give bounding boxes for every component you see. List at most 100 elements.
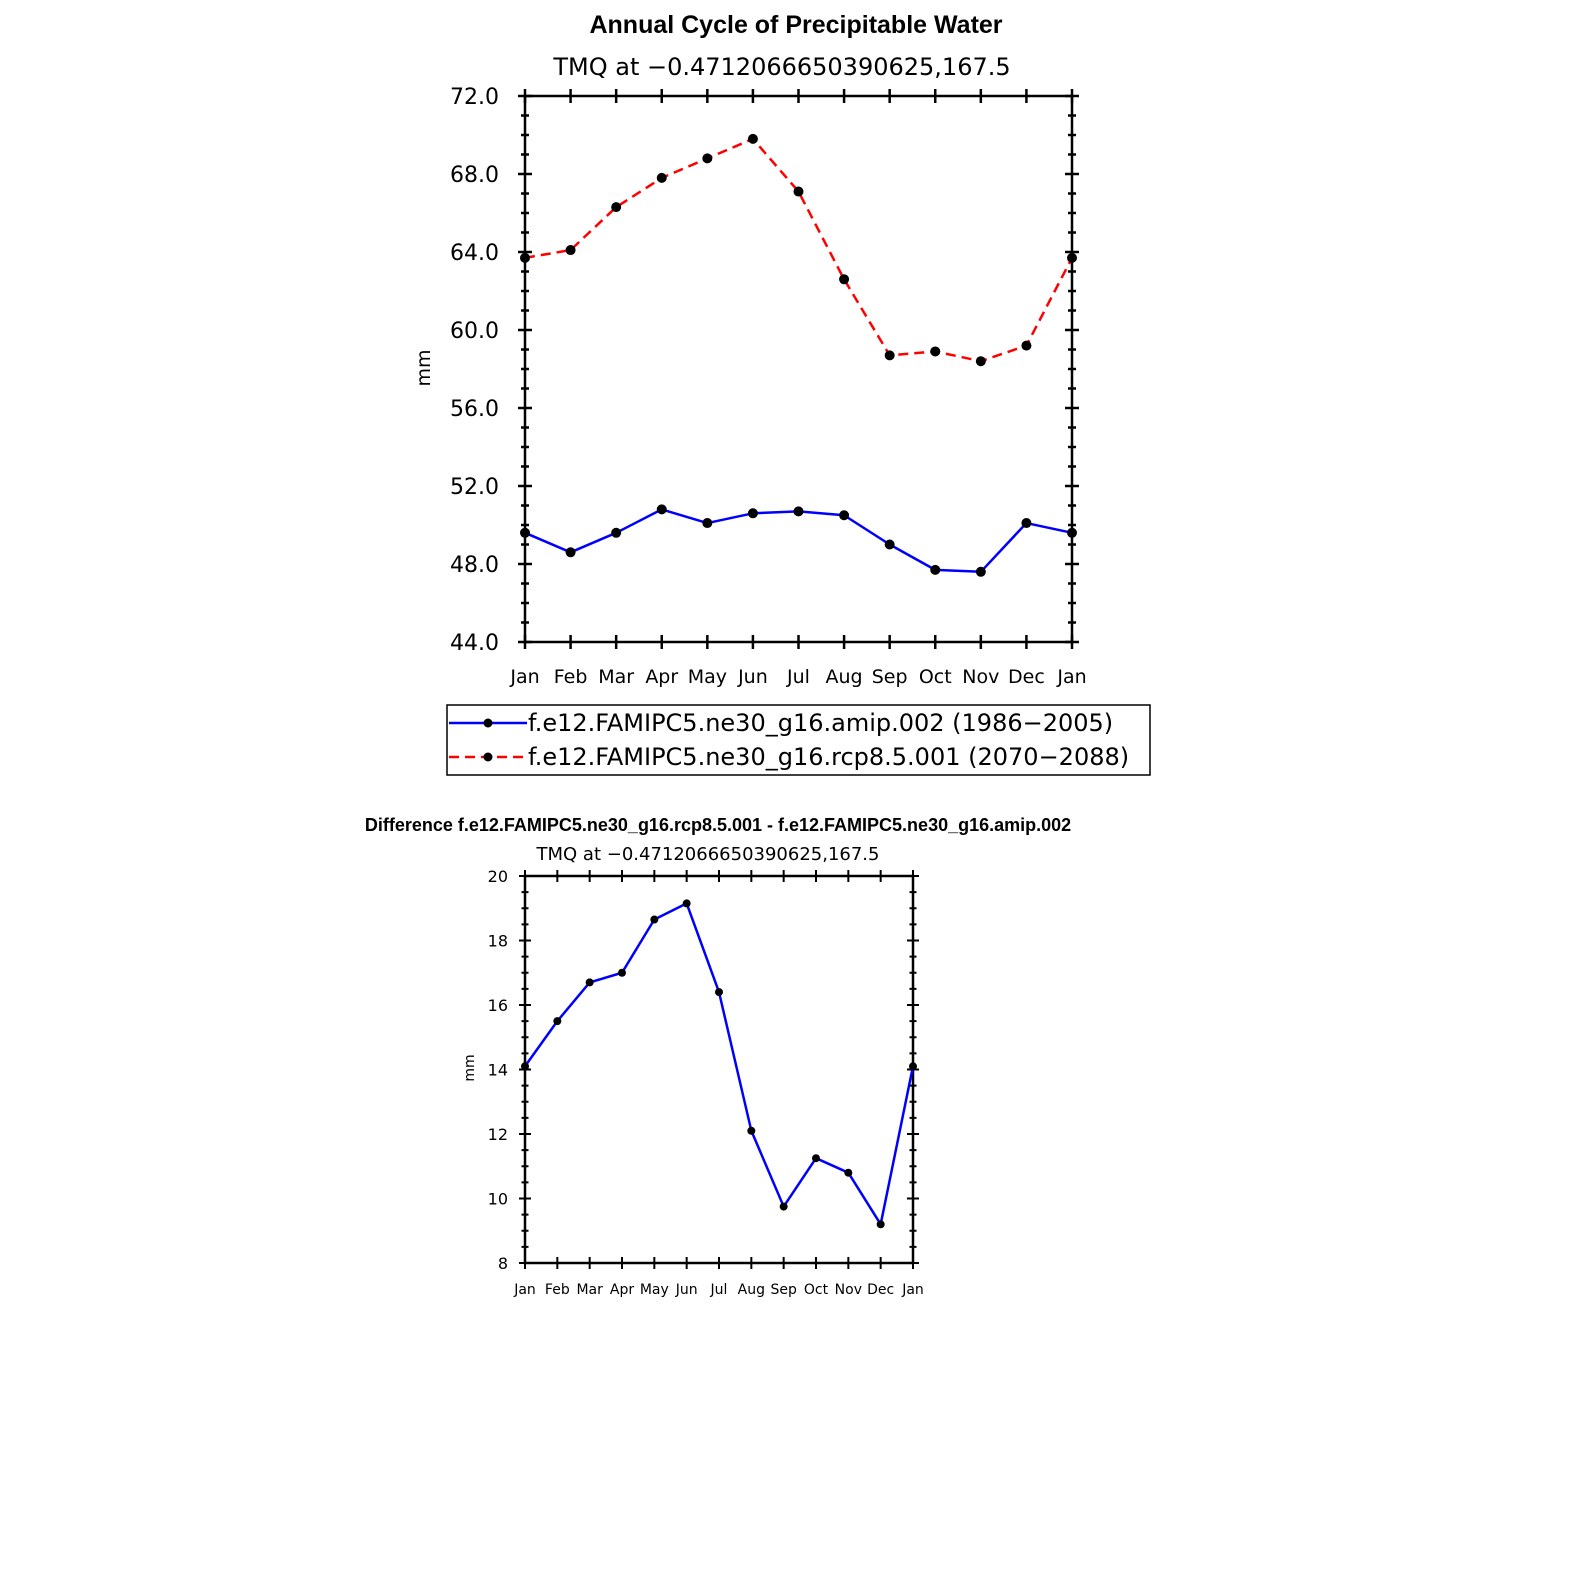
chart1-series-2-point — [1021, 340, 1032, 351]
chart1-series-2-point — [747, 133, 758, 144]
chart1-series-1-point — [747, 508, 758, 519]
chart2-series-1-point — [812, 1154, 820, 1163]
chart1-xtick-label: May — [688, 666, 727, 688]
chart1-xtick-label: Apr — [645, 666, 678, 688]
chart2-xtick-label: Jul — [710, 1282, 728, 1298]
chart2-xtick-label: Jun — [675, 1282, 698, 1298]
chart1-plot: 44.0 48.0 52.0 56.0 60.0 64.0 68.0 72.0 Jan Feb Ma… — [450, 85, 1087, 688]
chart1-xtick-label: Sep — [872, 666, 908, 688]
chart2-xtick-label: Feb — [545, 1282, 570, 1298]
chart2-series-1-point — [844, 1168, 853, 1177]
chart2-xtick-label: Jan — [513, 1282, 536, 1298]
chart1-series-1-point — [565, 547, 576, 558]
chart2-series-1-point — [585, 978, 594, 987]
chart2-xtick-label: Aug — [738, 1282, 765, 1298]
chart1-ytick-label: 68.0 — [450, 163, 499, 188]
chart1-xtick-label: Jul — [786, 666, 810, 688]
chart2-series-1-point — [618, 968, 626, 977]
chart2-series-1-point — [779, 1202, 788, 1211]
chart2-series-1-point — [747, 1126, 756, 1135]
legend-box — [446, 704, 1151, 776]
chart2-series-1-line — [523, 902, 915, 1226]
chart2-series-1-point — [553, 1017, 562, 1026]
chart1-xtick-label: Oct — [919, 666, 952, 688]
chart1-series-1-point — [1021, 518, 1032, 529]
chart2-series-1-point — [682, 899, 691, 908]
chart1-series-1-point — [611, 527, 622, 538]
chart2-title: Difference f.e12.FAMIPC5.ne30_g16.rcp8.5… — [365, 815, 1071, 835]
chart1-ylabel: mm — [413, 349, 435, 386]
chart1-series-1-line — [524, 508, 1073, 574]
chart1-series-1-point — [930, 564, 941, 575]
chart1-series-1-point — [702, 518, 713, 529]
chart1-xtick-label: Nov — [962, 666, 999, 688]
chart1-series-2-point — [975, 356, 986, 367]
chart1-series-2-point — [930, 346, 941, 357]
chart1-series-2-point — [565, 245, 576, 256]
chart1-series-1-point — [975, 566, 986, 577]
chart2-ytick-label: 12 — [488, 1125, 508, 1144]
chart2-ytick-label: 18 — [488, 932, 508, 951]
chart2-ylabel: mm — [462, 1054, 478, 1081]
chart1-xtick-label: Feb — [554, 666, 588, 688]
chart1-series-1-point — [839, 510, 850, 521]
chart1-title: Annual Cycle of Precipitable Water — [589, 11, 1002, 39]
chart2-series-1-point — [521, 1062, 529, 1071]
chart2-ytick-label: 10 — [488, 1190, 508, 1209]
chart2-xtick-label: May — [640, 1282, 669, 1298]
chart2-xtick-label: Dec — [867, 1282, 894, 1298]
chart1-series-1-point — [1067, 527, 1077, 538]
chart2-series-1-point — [715, 988, 723, 997]
chart1-ytick-label: 72.0 — [450, 85, 499, 110]
chart1-ytick-label: 48.0 — [450, 553, 499, 578]
chart1-ytick-label: 52.0 — [450, 475, 499, 500]
chart1-xtick-label: Jun — [737, 666, 768, 688]
chart1-series-2-point — [656, 172, 667, 183]
chart1-xtick-label: Dec — [1008, 666, 1045, 688]
legend-swatch-marker-1 — [483, 718, 493, 728]
chart1-xtick-label: Aug — [826, 666, 863, 688]
chart1-series-2-point — [884, 350, 895, 361]
chart1-series-2-point — [611, 202, 622, 213]
chart2-ytick-label: 8 — [498, 1254, 508, 1273]
chart1-series-1-point — [656, 504, 667, 515]
chart1-series-1-point — [884, 539, 895, 550]
chart2-ytick-label: 16 — [488, 996, 508, 1015]
chart1-series-2-point — [520, 252, 530, 263]
chart1-ytick-label: 64.0 — [450, 241, 499, 266]
chart1-series-2-point — [839, 274, 850, 285]
chart2-xtick-label: Mar — [576, 1282, 603, 1298]
chart1-subtitle: TMQ at −0.4712066650390625,167.5 — [552, 53, 1010, 81]
chart1-xtick-label: Jan — [509, 666, 539, 688]
chart2-ytick-label: 14 — [488, 1061, 508, 1080]
chart2-xtick-label: Jan — [901, 1282, 924, 1298]
chart2-plot: 8 10 12 14 16 18 20 Jan Feb Mar Apr May Jun Jul Aug Sep… — [488, 867, 924, 1298]
chart2-xtick-label: Sep — [770, 1282, 797, 1298]
chart2-xtick-label: Oct — [804, 1282, 829, 1298]
chart1-legend: f.e12.FAMIPC5.ne30_g16.amip.002 (1986−20… — [446, 704, 1151, 776]
legend-label-1: f.e12.FAMIPC5.ne30_g16.amip.002 (1986−20… — [528, 709, 1113, 737]
chart2-xtick-label: Apr — [610, 1282, 634, 1298]
chart1-xtick-label: Jan — [1056, 666, 1086, 688]
chart2-series-1-point — [909, 1062, 917, 1071]
chart1-ytick-label: 56.0 — [450, 397, 499, 422]
chart1-series-2-line — [524, 137, 1074, 363]
chart1-series-2-point — [1067, 252, 1077, 263]
chart1-series-1-point — [793, 506, 804, 517]
chart1-xtick-label: Mar — [598, 666, 634, 688]
legend-swatch-marker-2 — [483, 752, 493, 762]
chart2-plot-frame — [523, 874, 915, 1265]
chart1-ytick-label: 60.0 — [450, 319, 499, 344]
chart2-ytick-label: 20 — [488, 867, 508, 886]
chart1-series-1-point — [520, 527, 530, 538]
chart2-series-1-point — [650, 915, 659, 924]
chart1-series-2-point — [702, 153, 713, 164]
chart2-xtick-label: Nov — [835, 1282, 862, 1298]
legend-label-2: f.e12.FAMIPC5.ne30_g16.rcp8.5.001 (2070−… — [528, 743, 1129, 771]
chart1-plot-frame — [523, 94, 1074, 644]
chart1-ytick-label: 44.0 — [450, 631, 499, 656]
chart1-series-2-point — [793, 186, 804, 197]
chart2-series-1-point — [876, 1220, 885, 1229]
chart2-subtitle: TMQ at −0.4712066650390625,167.5 — [536, 844, 880, 865]
